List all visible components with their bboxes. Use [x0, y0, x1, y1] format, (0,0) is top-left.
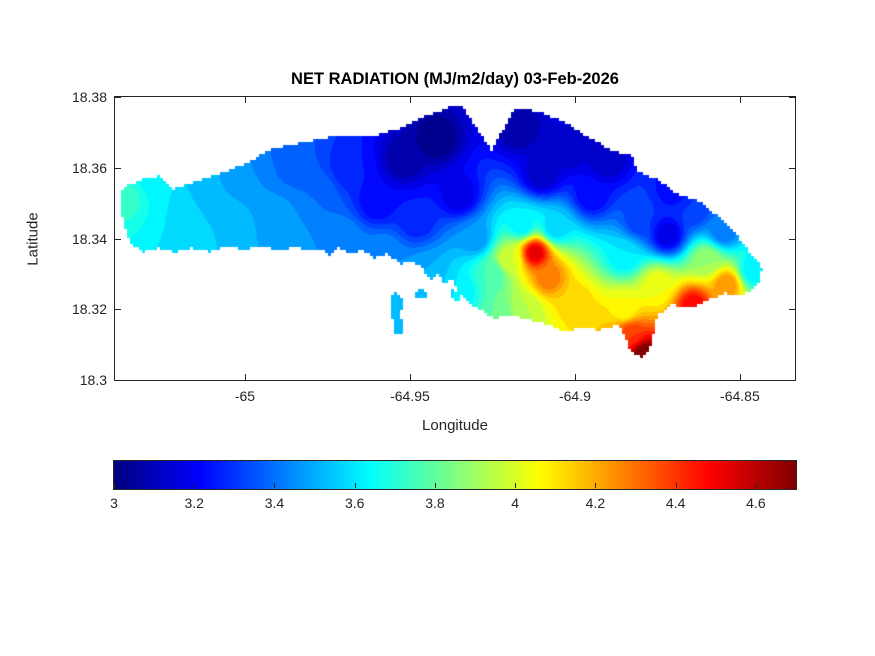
colorbar-tick-label: 4 [511, 495, 520, 511]
x-tick-mark [574, 374, 576, 380]
x-tick-mark [409, 374, 411, 380]
y-tick-label: 18.32 [71, 301, 107, 318]
colorbar-tick-mark [595, 483, 597, 488]
x-tick-mark [574, 97, 576, 103]
y-tick-mark [115, 309, 121, 311]
x-tick-mark [739, 374, 741, 380]
colorbar-tick-label: 4.2 [585, 495, 606, 511]
colorbar-tick-mark [274, 483, 276, 488]
y-tick-mark [115, 167, 121, 169]
colorbar-tick-label: 3.6 [344, 495, 365, 511]
colorbar [113, 460, 797, 490]
y-tick-mark [789, 380, 795, 381]
x-tick-label: -64.9 [558, 388, 591, 404]
colorbar-tick-mark [354, 483, 356, 488]
colorbar-tick-label: 4.6 [746, 495, 766, 511]
y-tick-mark [115, 97, 121, 98]
colorbar-tick-mark [755, 483, 757, 488]
x-tick-label: -65 [234, 388, 256, 404]
x-tick-mark [244, 374, 246, 380]
x-tick-label: -64.85 [720, 388, 760, 404]
y-axis-label: Latitude [24, 212, 42, 266]
colorbar-tick-mark [194, 483, 196, 488]
colorbar-tick-label: 3.2 [184, 495, 204, 511]
chart-title: NET RADIATION (MJ/m2/day) 03-Feb-2026 [291, 70, 619, 88]
y-tick-label: 18.34 [71, 230, 107, 247]
colorbar-tick-mark [675, 483, 677, 488]
colorbar-tick-label: 3 [110, 495, 118, 511]
y-tick-mark [115, 380, 121, 381]
y-tick-mark [789, 167, 795, 169]
colorbar-tick-label: 3.8 [425, 495, 445, 511]
x-axis-label: Longitude [422, 417, 488, 434]
y-tick-mark [789, 309, 795, 311]
colorbar-tick-label: 3.4 [264, 495, 285, 511]
y-tick-mark [115, 238, 121, 240]
x-tick-mark [739, 97, 741, 103]
contour-map-canvas [115, 97, 795, 380]
y-tick-mark [789, 238, 795, 240]
x-tick-mark [244, 97, 246, 103]
y-tick-label: 18.36 [71, 159, 107, 176]
colorbar-tick-mark [114, 483, 115, 488]
colorbar-gradient-canvas [114, 461, 796, 489]
colorbar-tick-label: 4.4 [665, 495, 686, 511]
y-tick-label: 18.38 [71, 89, 107, 105]
x-tick-mark [409, 97, 411, 103]
colorbar-tick-mark [515, 483, 517, 488]
x-tick-label: -64.95 [390, 388, 430, 404]
y-tick-mark [789, 97, 795, 98]
colorbar-tick-mark [434, 483, 436, 488]
y-tick-label: 18.3 [79, 372, 107, 388]
